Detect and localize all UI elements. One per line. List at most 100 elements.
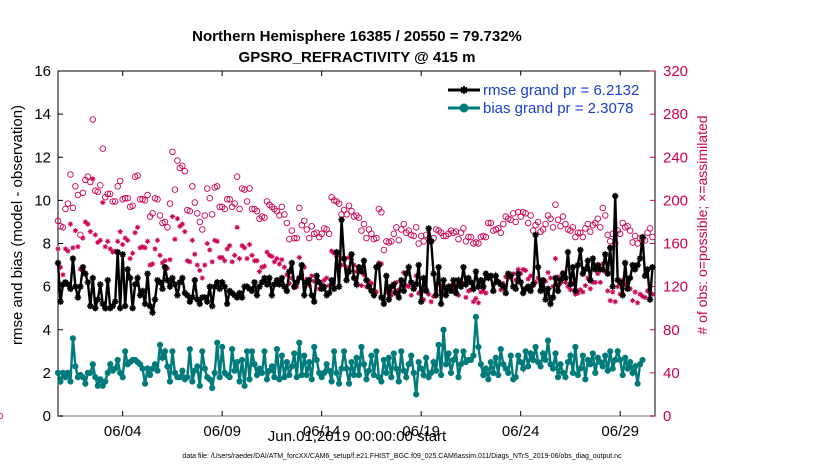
obs-possible-point bbox=[308, 222, 315, 230]
bias-point bbox=[313, 356, 320, 364]
obs-possible-point bbox=[452, 228, 460, 235]
bias-point bbox=[480, 371, 487, 379]
obs-possible-point bbox=[189, 183, 196, 190]
obs-assimilated-point bbox=[142, 245, 148, 251]
rmse-point bbox=[253, 292, 261, 299]
bias-point bbox=[64, 369, 72, 376]
rmse-point bbox=[323, 292, 330, 299]
obs-possible-point bbox=[156, 212, 164, 219]
rmse-point bbox=[480, 283, 487, 290]
obs-possible-point bbox=[54, 217, 62, 225]
obs-assimilated-point bbox=[199, 275, 205, 281]
y-right-tick-label: 160 bbox=[663, 236, 688, 253]
obs-assimilated-point bbox=[187, 259, 193, 265]
bias-point bbox=[505, 369, 512, 376]
rmse-point bbox=[57, 298, 64, 305]
rmse-point bbox=[129, 304, 136, 312]
rmse-point bbox=[151, 296, 159, 303]
obs-assimilated-point bbox=[513, 277, 519, 283]
obs-possible-point bbox=[233, 173, 241, 180]
rmse-point bbox=[226, 287, 233, 295]
bias-point bbox=[507, 352, 514, 359]
rmse-point bbox=[104, 276, 111, 284]
bias-point bbox=[579, 352, 586, 359]
rmse-point bbox=[278, 274, 286, 282]
obs-assimilated-point bbox=[256, 268, 263, 275]
obs-assimilated-point bbox=[450, 285, 457, 291]
bias-point bbox=[418, 365, 425, 372]
bias-point bbox=[306, 358, 313, 366]
obs-possible-point bbox=[194, 210, 201, 217]
rmse-point bbox=[308, 292, 315, 299]
rmse-point bbox=[109, 302, 116, 310]
bias-point bbox=[440, 326, 447, 333]
obs-assimilated-point bbox=[232, 252, 238, 258]
rmse-point bbox=[243, 283, 251, 290]
obs-possible-point bbox=[291, 234, 298, 242]
obs-possible-point bbox=[134, 172, 141, 179]
rmse-point bbox=[547, 300, 554, 308]
bias-point bbox=[388, 374, 395, 381]
obs-possible-point bbox=[99, 145, 107, 152]
rmse-point bbox=[482, 270, 490, 277]
rmse-point bbox=[373, 264, 380, 271]
obs-possible-point bbox=[549, 224, 557, 231]
rmse-point bbox=[94, 296, 101, 303]
obs-assimilated-point bbox=[605, 288, 611, 294]
bias-point bbox=[403, 374, 410, 381]
obs-assimilated-point bbox=[65, 248, 71, 254]
rmse-point bbox=[139, 287, 146, 295]
obs-possible-point bbox=[64, 200, 72, 207]
obs-possible-point bbox=[482, 233, 490, 241]
rmse-point bbox=[273, 276, 281, 284]
rmse-point bbox=[492, 272, 499, 280]
rmse-point bbox=[149, 309, 156, 316]
rmse-point bbox=[602, 251, 609, 258]
bias-point bbox=[144, 365, 151, 372]
rmse-point bbox=[211, 283, 218, 290]
obs-assimilated-point bbox=[336, 251, 342, 257]
obs-assimilated-point bbox=[139, 244, 146, 250]
rmse-point bbox=[261, 274, 268, 282]
obs-possible-point bbox=[69, 204, 77, 212]
bias-point bbox=[428, 369, 435, 376]
obs-assimilated-point bbox=[632, 289, 638, 295]
x-tick-label: 06/29 bbox=[601, 423, 639, 440]
legend-rmse-marker bbox=[460, 86, 468, 94]
obs-possible-point bbox=[196, 218, 204, 226]
rmse-point bbox=[400, 287, 407, 295]
obs-assimilated-point bbox=[550, 284, 556, 290]
obs-possible-point bbox=[412, 224, 420, 231]
rmse-point bbox=[112, 298, 119, 305]
obs-possible-point bbox=[512, 218, 519, 226]
rmse-point bbox=[246, 285, 253, 292]
rmse-point bbox=[92, 304, 99, 312]
rmse-point bbox=[318, 285, 325, 292]
bias-point bbox=[517, 358, 524, 366]
obs-possible-point bbox=[378, 208, 385, 216]
rmse-point bbox=[161, 264, 169, 271]
bias-point bbox=[107, 361, 114, 368]
y-tick-label: 6 bbox=[43, 279, 51, 296]
rmse-point bbox=[288, 259, 296, 267]
obs-assimilated-point bbox=[555, 274, 561, 280]
rmse-point bbox=[460, 264, 467, 271]
obs-possible-point bbox=[186, 207, 194, 215]
bias-point bbox=[196, 382, 203, 389]
rmse-point bbox=[514, 270, 522, 277]
rmse-point bbox=[420, 274, 427, 282]
obs-assimilated-point bbox=[100, 199, 106, 206]
bias-point bbox=[515, 352, 522, 359]
rmse-point bbox=[631, 266, 639, 273]
bias-point bbox=[298, 371, 305, 379]
rmse-point bbox=[263, 281, 271, 288]
bias-point bbox=[69, 335, 77, 342]
bias-point bbox=[567, 352, 574, 359]
obs-possible-point bbox=[62, 205, 69, 213]
rmse-point bbox=[353, 281, 360, 288]
obs-possible-point bbox=[584, 220, 592, 228]
bias-point bbox=[211, 369, 218, 376]
bias-point bbox=[437, 371, 445, 379]
rmse-point bbox=[368, 287, 375, 295]
